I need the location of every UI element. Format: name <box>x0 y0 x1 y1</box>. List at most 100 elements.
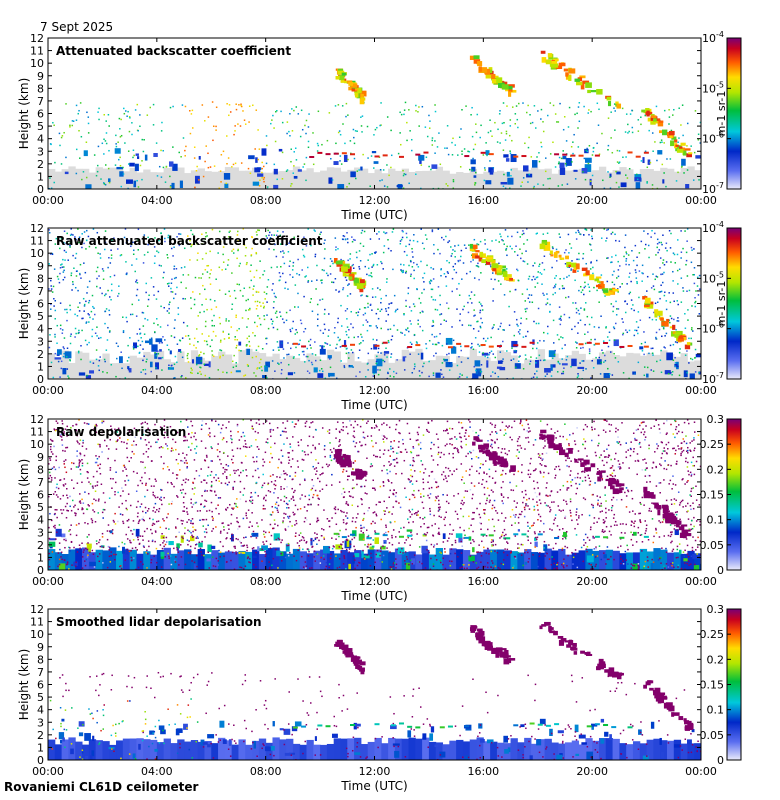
noise-pixel <box>66 232 68 235</box>
noise-pixel <box>268 248 270 250</box>
noise-pixel <box>204 235 207 238</box>
noise-pixel <box>630 280 632 283</box>
noise-pixel <box>662 259 665 261</box>
noise-pixel <box>285 319 288 322</box>
y-tick-label: 8 <box>37 272 44 285</box>
noise-pixel <box>167 256 169 259</box>
noise-pixel <box>66 242 69 245</box>
noise-pixel <box>418 106 420 108</box>
noise-pixel <box>495 239 497 241</box>
noise-pixel <box>522 177 525 179</box>
noise-pixel <box>694 305 697 308</box>
noise-pixel <box>558 156 561 159</box>
noise-pixel <box>471 169 474 172</box>
noise-pixel <box>599 373 602 375</box>
boundary-layer <box>565 157 572 166</box>
noise-pixel <box>185 145 187 148</box>
noise-pixel <box>259 301 261 304</box>
noise-pixel <box>298 547 301 549</box>
noise-pixel <box>297 343 300 346</box>
noise-pixel <box>361 294 363 296</box>
noise-pixel <box>610 499 613 501</box>
noise-pixel <box>54 161 56 164</box>
noise-pixel <box>405 299 407 302</box>
noise-pixel <box>674 356 676 359</box>
noise-pixel <box>654 232 656 235</box>
noise-pixel <box>490 375 492 377</box>
noise-pixel <box>383 354 386 356</box>
noise-pixel <box>443 273 446 275</box>
noise-pixel <box>239 125 242 127</box>
noise-pixel <box>119 254 122 257</box>
noise-pixel <box>622 333 624 336</box>
noise-pixel <box>340 428 343 431</box>
noise-pixel <box>648 444 650 447</box>
noise-pixel <box>168 282 170 285</box>
noise-pixel <box>379 547 382 549</box>
noise-pixel <box>217 369 219 371</box>
noise-pixel <box>593 326 596 328</box>
noise-pixel <box>307 266 309 269</box>
noise-pixel <box>181 337 184 339</box>
cirrus-cell <box>596 284 602 288</box>
noise-pixel <box>245 345 248 347</box>
noise-pixel <box>167 436 169 439</box>
noise-pixel <box>653 535 655 538</box>
noise-pixel <box>596 102 599 105</box>
noise-pixel <box>110 298 112 301</box>
noise-pixel <box>334 278 337 280</box>
noise-pixel <box>656 276 659 278</box>
noise-pixel <box>307 503 310 506</box>
noise-pixel <box>584 479 587 482</box>
noise-pixel <box>504 472 507 475</box>
noise-pixel <box>240 104 242 107</box>
boundary-layer <box>360 166 363 171</box>
noise-pixel <box>83 310 85 312</box>
noise-pixel <box>680 166 683 168</box>
boundary-layer <box>257 173 264 177</box>
noise-pixel <box>171 447 173 450</box>
noise-pixel <box>676 300 679 302</box>
noise-pixel <box>526 307 528 310</box>
noise-pixel <box>167 234 170 237</box>
noise-pixel <box>262 178 265 181</box>
noise-pixel <box>266 301 268 303</box>
boundary-layer <box>198 156 201 160</box>
noise-pixel <box>554 277 556 279</box>
noise-pixel <box>412 446 414 448</box>
noise-pixel <box>215 479 218 482</box>
noise-pixel <box>613 339 616 341</box>
surface-layer <box>530 359 539 379</box>
surface-layer <box>394 548 403 570</box>
noise-pixel <box>215 306 218 308</box>
noise-pixel <box>584 342 587 345</box>
noise-pixel <box>393 489 395 491</box>
noise-pixel <box>417 266 420 268</box>
noise-pixel <box>77 466 79 468</box>
cloud-base-cell <box>627 151 633 154</box>
noise-pixel <box>96 484 99 487</box>
surface-layer <box>666 552 675 570</box>
cirrus-cell <box>684 344 691 350</box>
noise-pixel <box>270 435 272 438</box>
noise-pixel <box>651 352 654 355</box>
cirrus-cell <box>499 265 507 269</box>
noise-pixel <box>569 500 572 503</box>
surface-layer <box>530 167 539 189</box>
noise-pixel <box>304 276 306 278</box>
cirrus-cell <box>686 153 692 158</box>
noise-pixel <box>509 187 511 189</box>
noise-pixel <box>661 243 663 246</box>
noise-pixel <box>522 230 524 232</box>
noise-pixel <box>592 367 595 369</box>
noise-pixel <box>662 281 664 284</box>
noise-pixel <box>252 288 254 290</box>
noise-pixel <box>197 315 199 317</box>
noise-pixel <box>695 520 698 522</box>
noise-pixel <box>310 280 313 282</box>
noise-pixel <box>516 440 519 443</box>
cloud-base-cell <box>578 154 584 157</box>
noise-pixel <box>465 105 467 107</box>
noise-pixel <box>512 358 515 360</box>
noise-pixel <box>658 520 660 522</box>
